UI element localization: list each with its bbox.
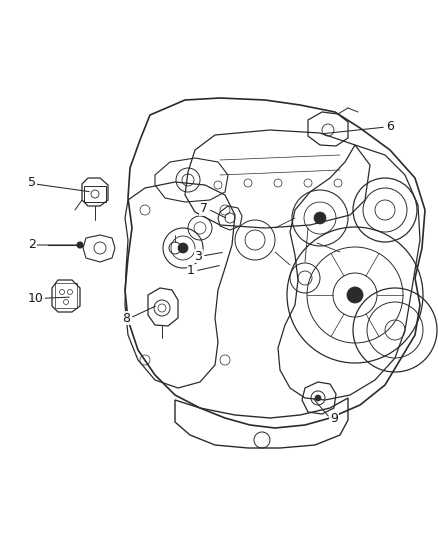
Text: 1: 1	[187, 264, 195, 278]
Text: 3: 3	[194, 249, 202, 262]
Text: 5: 5	[28, 176, 36, 190]
Circle shape	[77, 242, 83, 248]
Circle shape	[347, 287, 363, 303]
Text: 7: 7	[200, 203, 208, 215]
Bar	[84, 186, 106, 202]
Circle shape	[178, 243, 188, 253]
Text: 10: 10	[28, 293, 44, 305]
Text: 2: 2	[28, 238, 36, 252]
Text: 8: 8	[122, 311, 130, 325]
Circle shape	[314, 212, 326, 224]
Bar	[55, 283, 77, 308]
Text: 9: 9	[330, 411, 338, 424]
Circle shape	[315, 395, 321, 401]
Text: 6: 6	[386, 120, 394, 133]
